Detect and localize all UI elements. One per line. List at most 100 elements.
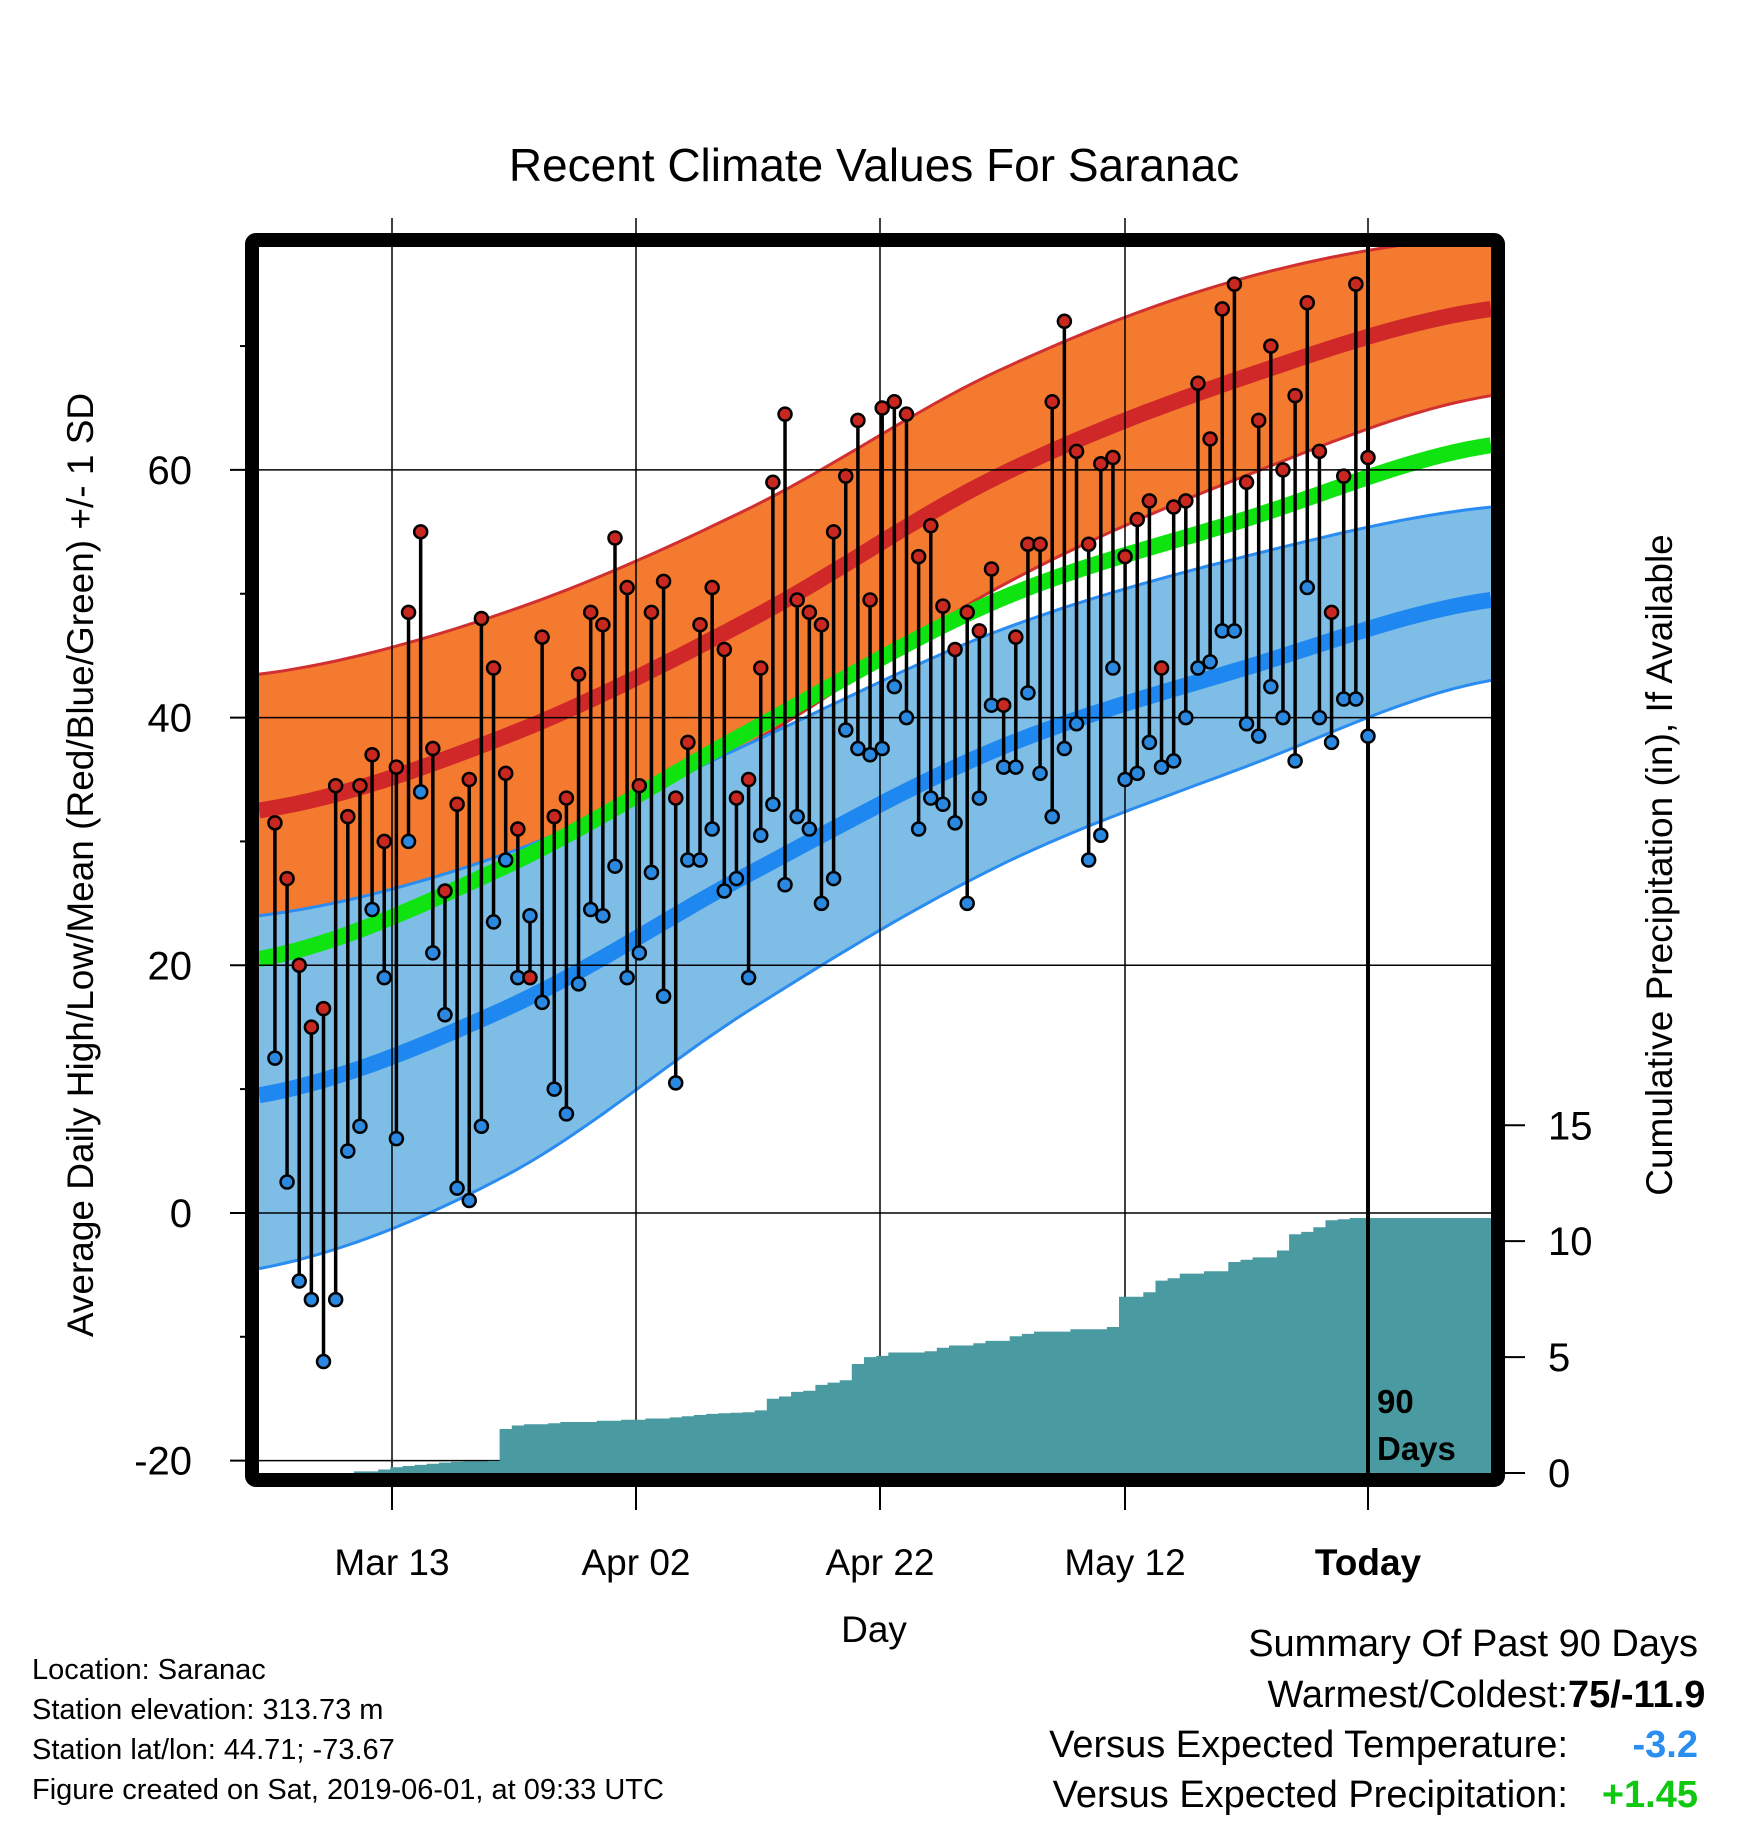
low-point xyxy=(1360,728,1376,744)
high-point xyxy=(1093,455,1109,472)
high-point xyxy=(1178,493,1194,509)
low-point xyxy=(1238,716,1255,732)
chart-title: Recent Climate Values For Saranac xyxy=(508,139,1240,191)
low-point xyxy=(1190,660,1206,676)
low-point xyxy=(376,969,392,986)
low-point xyxy=(546,1081,563,1097)
high-point xyxy=(1141,493,1158,509)
low-point xyxy=(947,815,963,831)
high-point xyxy=(473,610,490,627)
low-point xyxy=(1153,759,1170,775)
low-point xyxy=(728,870,745,887)
high-point xyxy=(813,616,830,633)
summary-value: -3.2 xyxy=(1632,1724,1698,1766)
high-point xyxy=(680,734,696,751)
low-point xyxy=(279,1174,295,1190)
high-point xyxy=(898,406,915,422)
y-tick-label: 0 xyxy=(170,1192,192,1236)
summary-row-temp: Versus Expected Temperature: -3.2 xyxy=(698,1720,1698,1770)
y-tick-label: -20 xyxy=(134,1440,192,1484)
high-point xyxy=(1032,536,1048,552)
y2-tick-label: 5 xyxy=(1548,1336,1570,1380)
high-point xyxy=(704,579,720,596)
high-point xyxy=(765,474,781,491)
high-point xyxy=(425,740,441,757)
low-point xyxy=(740,969,757,986)
low-point xyxy=(303,1291,320,1308)
low-point xyxy=(352,1118,368,1135)
high-point xyxy=(1323,604,1340,621)
high-point xyxy=(850,412,866,429)
high-point xyxy=(522,969,538,986)
high-point xyxy=(862,592,878,608)
high-point xyxy=(1117,548,1133,565)
high-point xyxy=(619,579,635,596)
low-point xyxy=(570,976,587,992)
low-point xyxy=(801,821,818,837)
y-axis-label: Average Daily High/Low/Mean (Red/Blue/Gr… xyxy=(60,393,101,1337)
low-point xyxy=(291,1273,307,1289)
high-point xyxy=(1238,474,1255,491)
high-point xyxy=(1299,294,1316,311)
precip-area xyxy=(268,1218,1491,1473)
low-point xyxy=(1093,827,1109,843)
high-point xyxy=(364,746,380,763)
y-tick-label: 40 xyxy=(148,697,193,741)
low-point xyxy=(1178,709,1194,726)
low-normal-line xyxy=(259,591,1491,1104)
low-point xyxy=(643,864,660,881)
high-point xyxy=(935,598,951,614)
high-point xyxy=(910,548,927,565)
low-point xyxy=(364,901,380,918)
summary-label: Versus Expected Precipitation: xyxy=(1052,1774,1568,1816)
high-point xyxy=(959,604,975,621)
low-point xyxy=(1105,660,1121,676)
high-point xyxy=(1360,449,1376,466)
y-tick-label: 60 xyxy=(148,449,193,493)
mean-normal-line xyxy=(259,437,1491,967)
low-point xyxy=(485,914,502,930)
high-point xyxy=(983,561,1000,577)
low-point xyxy=(971,790,988,806)
y2-axis-label: Cumulative Precipitation (in), If Availa… xyxy=(1639,534,1680,1196)
high-point xyxy=(655,573,672,590)
low-point xyxy=(716,883,733,899)
high-point xyxy=(388,759,405,775)
summary-label: Warmest/Coldest: xyxy=(1267,1674,1568,1716)
days-label: Days xyxy=(1377,1430,1456,1467)
high-point xyxy=(825,524,842,540)
low-point xyxy=(400,833,417,850)
high-point xyxy=(1214,301,1231,317)
low-point xyxy=(1323,734,1340,751)
low-sd-band-upper-edge xyxy=(259,505,1491,918)
summary-row-precip: Versus Expected Precipitation: +1.45 xyxy=(698,1770,1698,1820)
high-point xyxy=(1153,660,1170,676)
high-point xyxy=(558,790,575,806)
high-point xyxy=(291,957,307,974)
low-point xyxy=(1008,759,1024,775)
summary-value: 75/-11.9 xyxy=(1568,1674,1706,1716)
low-point xyxy=(1165,753,1182,769)
high-point xyxy=(1190,375,1206,391)
high-point xyxy=(315,1000,332,1017)
high-point xyxy=(971,623,988,639)
low-point xyxy=(425,945,441,961)
high-point xyxy=(995,697,1012,713)
high-point xyxy=(1226,276,1243,292)
x-tick-label: Apr 22 xyxy=(825,1542,934,1583)
low-point xyxy=(1044,808,1060,825)
elevation-text: Station elevation: 313.73 m xyxy=(32,1694,384,1726)
high-point xyxy=(1202,431,1218,447)
low-point xyxy=(1129,765,1145,782)
created-text: Figure created on Sat, 2019-06-01, at 09… xyxy=(32,1774,664,1806)
low-point xyxy=(1117,771,1133,788)
high-point xyxy=(631,777,648,794)
high-point xyxy=(279,870,295,887)
high-point xyxy=(789,592,805,608)
low-point xyxy=(534,994,550,1011)
x-tick-label: May 12 xyxy=(1064,1542,1185,1583)
high-point xyxy=(1056,313,1073,330)
low-point xyxy=(619,969,635,986)
low-point xyxy=(692,852,708,868)
low-point xyxy=(607,858,623,874)
